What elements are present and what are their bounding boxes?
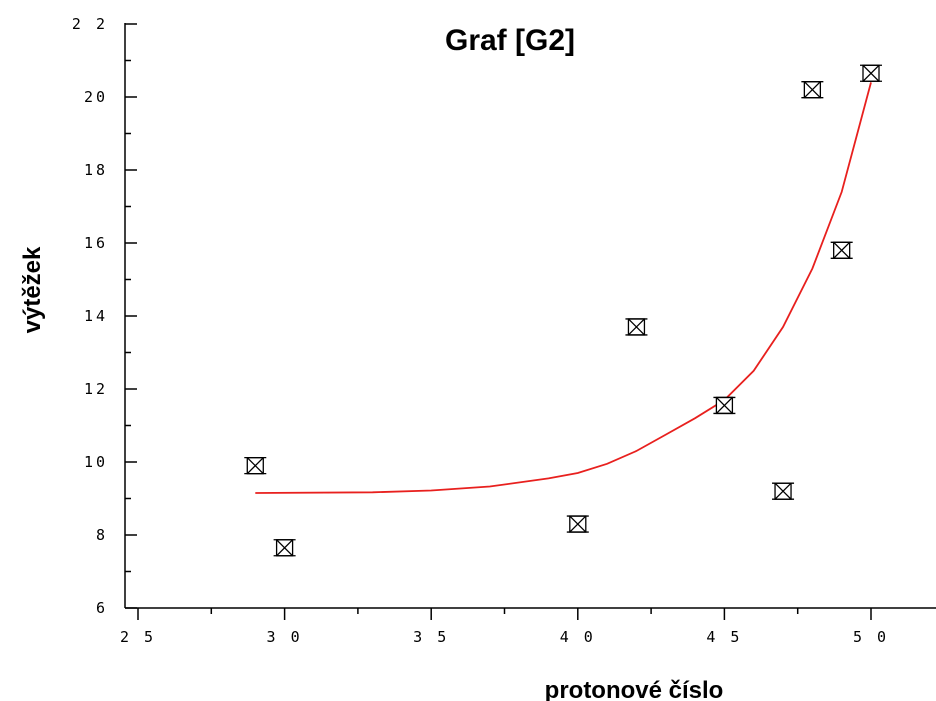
- data-point: [801, 81, 824, 99]
- data-point: [566, 515, 589, 533]
- x-axis-label: protonové číslo: [545, 677, 724, 701]
- x-tick-label: 2 5: [120, 628, 156, 646]
- fit-curve: [255, 82, 872, 494]
- data-point: [625, 318, 648, 336]
- x-tick-label: 5 0: [853, 628, 889, 646]
- data-point: [273, 539, 296, 557]
- y-ticks: 6 8 10 12 14 16 18 20 2 2: [72, 15, 137, 617]
- data-point: [713, 396, 736, 415]
- data-point: [830, 241, 853, 259]
- y-tick-label: 18: [84, 161, 108, 179]
- y-tick-label: 2 2: [72, 15, 108, 33]
- x-tick-label: 4 0: [560, 628, 596, 646]
- y-axis-label: výtěžek: [19, 246, 46, 333]
- data-point: [244, 456, 267, 475]
- y-tick-label: 10: [84, 453, 108, 471]
- y-tick-label: 8: [96, 526, 108, 544]
- fit-curve-line: [255, 82, 872, 494]
- data-point: [860, 64, 882, 82]
- y-tick-label: 20: [84, 88, 108, 106]
- chart-title: Graf [G2]: [445, 24, 575, 57]
- y-tick-label: 14: [84, 307, 108, 325]
- x-tick-label: 3 5: [413, 628, 449, 646]
- y-tick-label: 6: [96, 599, 108, 617]
- x-tick-label: 3 0: [267, 628, 303, 646]
- data-points: [244, 64, 882, 557]
- x-tick-label: 4 5: [706, 628, 742, 646]
- y-tick-label: 16: [84, 234, 108, 252]
- y-tick-label: 12: [84, 380, 108, 398]
- x-ticks: 2 5 3 0 3 5 4 0 4 5 5 0: [120, 608, 889, 646]
- data-point: [772, 482, 795, 500]
